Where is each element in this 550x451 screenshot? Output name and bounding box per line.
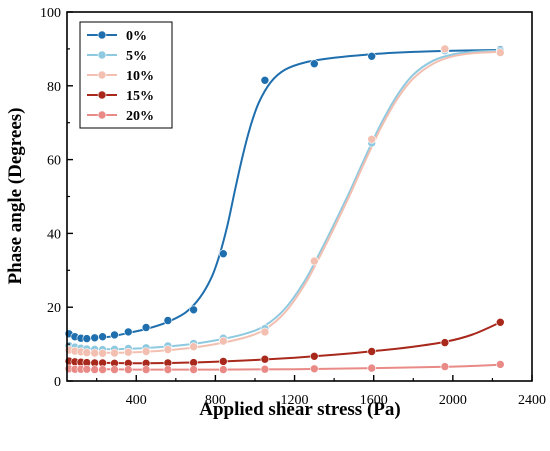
x-axis-title: Applied shear stress (Pa) xyxy=(199,399,400,420)
data-point-s0-11 xyxy=(219,249,228,258)
y-tick-label-3: 60 xyxy=(47,154,61,169)
data-point-s4-6 xyxy=(110,365,119,374)
legend-marker-4 xyxy=(97,110,107,120)
data-point-s4-13 xyxy=(309,364,319,374)
data-point-s3-13 xyxy=(309,351,319,361)
data-markers xyxy=(64,44,505,374)
data-point-s0-8 xyxy=(141,323,151,332)
x-tick-label-2: 1200 xyxy=(281,393,309,408)
x-tick-label-0: 400 xyxy=(126,393,147,408)
y-tick-label-4: 80 xyxy=(47,80,61,95)
y-tick-label-5: 100 xyxy=(40,6,61,21)
x-tick-label-1: 800 xyxy=(205,393,226,408)
data-point-s4-5 xyxy=(98,365,107,374)
legend-label-1: 5% xyxy=(126,49,147,64)
legend-marker-3 xyxy=(97,90,107,100)
data-point-s0-14 xyxy=(367,51,377,61)
data-point-s0-4 xyxy=(90,333,99,343)
legend-label-2: 10% xyxy=(126,69,154,84)
data-point-s2-12 xyxy=(260,327,270,337)
legend-label-4: 20% xyxy=(126,109,154,124)
data-point-s2-15 xyxy=(440,44,450,54)
data-point-s2-6 xyxy=(110,348,119,358)
data-point-s3-14 xyxy=(367,347,377,356)
data-point-s2-8 xyxy=(141,347,151,356)
axes: 400 800 1200 1600 2000 2400 0 20 40 60 80 100 xyxy=(40,6,546,408)
data-point-s4-9 xyxy=(163,365,173,374)
data-point-s4-8 xyxy=(141,365,151,374)
data-point-s4-4 xyxy=(90,365,99,374)
data-point-s4-16 xyxy=(495,360,505,369)
data-point-s4-3 xyxy=(82,364,92,374)
data-point-s2-16 xyxy=(495,48,505,57)
legend: 0% 5% 10% 15% 20% xyxy=(79,21,173,129)
data-point-s3-11 xyxy=(219,357,228,366)
data-point-s2-10 xyxy=(189,342,198,352)
y-axis-title: Phase angle (Degrees) xyxy=(5,108,26,285)
y-tick-label-1: 20 xyxy=(47,301,61,316)
data-point-s0-6 xyxy=(110,330,119,340)
fit-curve-series-4 xyxy=(68,363,501,371)
data-point-s3-12 xyxy=(260,354,270,364)
legend-label-3: 15% xyxy=(126,89,154,104)
data-point-s4-11 xyxy=(219,365,228,374)
data-point-s2-9 xyxy=(163,345,173,354)
legend-marker-2 xyxy=(97,70,107,80)
data-point-s2-5 xyxy=(98,348,107,358)
data-point-s2-3 xyxy=(82,348,92,357)
data-point-s0-7 xyxy=(124,327,133,337)
data-point-s2-14 xyxy=(367,135,377,144)
fit-curve-series-0 xyxy=(68,49,501,340)
data-point-s3-15 xyxy=(440,338,450,347)
data-point-s2-4 xyxy=(90,348,99,358)
data-point-s2-11 xyxy=(219,336,228,346)
data-point-s0-10 xyxy=(189,305,198,315)
data-point-s0-5 xyxy=(98,332,107,342)
data-point-s0-12 xyxy=(260,76,270,85)
legend-marker-0 xyxy=(97,30,107,40)
data-point-s4-14 xyxy=(367,363,377,373)
data-point-s4-12 xyxy=(260,364,270,374)
data-point-s2-7 xyxy=(124,347,133,357)
x-tick-label-4: 2000 xyxy=(439,393,467,408)
y-tick-label-0: 0 xyxy=(54,375,61,390)
data-point-s3-16 xyxy=(495,317,505,327)
data-point-s0-13 xyxy=(309,59,319,69)
data-point-s4-10 xyxy=(189,365,198,374)
data-point-s0-3 xyxy=(82,334,92,343)
legend-label-0: 0% xyxy=(126,29,147,44)
data-point-s2-13 xyxy=(309,256,319,266)
fit-curve-series-3 xyxy=(68,321,501,365)
data-point-s4-7 xyxy=(124,365,133,374)
y-tick-label-2: 40 xyxy=(47,227,61,242)
x-tick-label-5: 2400 xyxy=(518,393,546,408)
data-point-s4-15 xyxy=(440,362,450,371)
x-tick-label-3: 1600 xyxy=(360,393,388,408)
legend-marker-1 xyxy=(97,50,107,60)
data-point-s0-9 xyxy=(163,316,173,325)
